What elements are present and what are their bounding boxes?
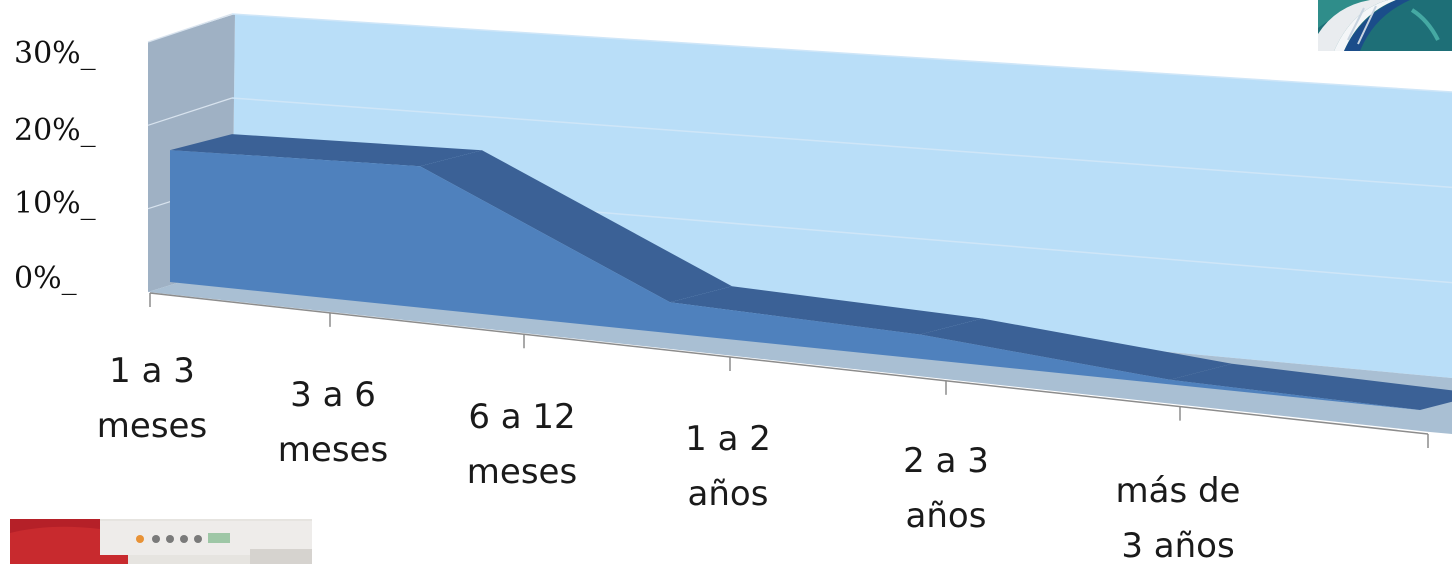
x-axis-line <box>149 292 1429 435</box>
washing-machine-photo-thumbnail <box>10 519 312 564</box>
x-tick-label-line: 6 a 12 <box>468 397 575 437</box>
x-tick-label-line: años <box>906 496 987 536</box>
x-tick-label: 1 a 2 años <box>685 419 771 514</box>
x-tick-label: 6 a 12 meses <box>467 397 577 492</box>
x-tick-label-line: 2 a 3 <box>903 441 989 481</box>
x-tick-label: 3 a 6 meses <box>278 375 388 470</box>
y-axis-labels: 0%_ 10%_ 20%_ 30%_ <box>14 36 96 296</box>
y-tick-label: 30%_ <box>14 36 96 71</box>
x-tick-label: 2 a 3 años <box>903 441 989 536</box>
x-tick-label: más de 3 años <box>1116 471 1241 564</box>
x-tick-label-line: más de <box>1116 471 1241 511</box>
y-tick-label: 0%_ <box>14 261 77 296</box>
y-tick-label: 10%_ <box>14 186 96 221</box>
gridline <box>231 97 1452 189</box>
x-tick-label-line: meses <box>467 452 577 492</box>
x-tick-label-line: meses <box>278 430 388 470</box>
area-top-segment <box>1170 363 1452 410</box>
gridline-side <box>147 13 233 43</box>
area-top-segment <box>420 150 732 303</box>
area-series <box>169 134 1452 411</box>
gridline <box>231 13 1452 93</box>
x-axis <box>149 292 1429 448</box>
x-tick-label-line: 3 a 6 <box>290 375 376 415</box>
x-axis-labels: 1 a 3 meses 3 a 6 meses 6 a 12 meses 1 a 2 años… <box>97 351 1241 564</box>
x-tick-label-line: 1 a 3 <box>109 351 195 391</box>
x-tick-label-line: 1 a 2 <box>685 419 771 459</box>
area-top-segment <box>920 318 1232 380</box>
area-top-segment <box>170 134 482 167</box>
area-front-face <box>170 150 1420 410</box>
x-tick-label-line: años <box>688 474 769 514</box>
y-tick-label: 20%_ <box>14 113 96 148</box>
x-tick-label: 1 a 3 meses <box>97 351 207 446</box>
area-top-segment <box>670 286 982 335</box>
x-tick-label-line: 3 años <box>1121 526 1234 564</box>
pool-photo-thumbnail <box>1318 0 1452 51</box>
gridline-side <box>147 97 233 126</box>
x-tick-label-line: meses <box>97 406 207 446</box>
